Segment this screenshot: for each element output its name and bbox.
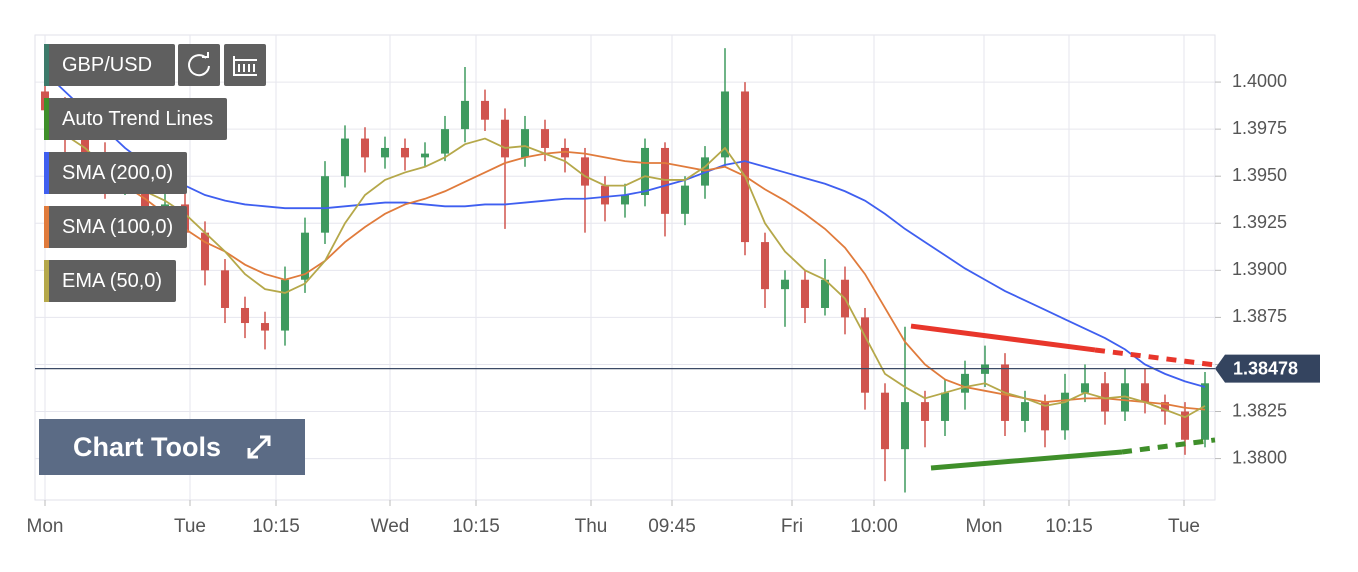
trend-line [930,449,1123,471]
candle-body [601,185,609,205]
candle-body [961,373,969,393]
y-tick-label: 1.3900 [1232,259,1287,279]
ma-line [44,71,1206,388]
candle-body [1021,402,1029,421]
candle-body [141,176,149,214]
x-tick-label: 09:45 [648,516,696,537]
candle-body [1041,402,1049,431]
candle-body [421,153,429,158]
candle-body [661,147,669,214]
candle-body [621,195,629,205]
y-tick-label: 1.4000 [1232,71,1287,91]
legend-label: Auto Trend Lines [62,108,214,130]
candle-body [801,279,809,308]
candle-body [1061,392,1069,431]
candle-body [441,129,449,154]
x-tick-label: 10:15 [252,516,300,537]
candle-body [941,392,949,421]
candle-body [721,91,729,158]
symbol-label: GBP/USD [62,54,153,76]
candle-body [261,323,269,331]
candle-body [641,147,649,196]
candle-body [321,176,329,233]
legend-item[interactable]: SMA (200,0) [44,152,188,194]
y-tick-label: 1.3975 [1232,118,1287,138]
candle-body [581,157,589,186]
legend-label: SMA (200,0) [62,162,174,184]
chart-type-button[interactable] [224,44,266,86]
x-tick-label: 10:15 [452,516,500,537]
candle-body [881,392,889,450]
candle-body [201,232,209,271]
legend-label: SMA (100,0) [62,216,174,238]
candle-body [1161,402,1169,412]
candle-body [341,138,349,177]
y-tick-label: 1.3800 [1232,447,1287,467]
chart-tools-label: Chart Tools [73,432,221,462]
x-tick-label: Wed [371,516,410,537]
chart-tools-button[interactable]: Chart Tools [39,419,305,475]
candle-body [281,279,289,331]
symbol-button[interactable]: GBP/USD [44,44,175,86]
y-tick-label: 1.3950 [1232,165,1287,185]
candle-body [1121,383,1129,412]
x-tick-label: Tue [1168,516,1200,537]
candle-body [541,129,549,148]
x-tick-label: Fri [781,516,803,537]
candle-body [561,147,569,158]
refresh-button[interactable] [178,44,220,86]
candle-body [241,307,249,324]
ma-line [44,150,1206,411]
plot-frame [34,34,1216,501]
y-tick-label: 1.3875 [1232,306,1287,326]
trend-line [1121,437,1216,455]
x-tick-label: Mon [27,516,64,537]
candle-body [781,279,789,290]
legend-item[interactable]: EMA (50,0) [44,260,177,302]
legend-label: EMA (50,0) [62,270,163,292]
candle-body [741,91,749,243]
candle-body [361,138,369,158]
candle-body [301,232,309,280]
trend-line [1094,347,1216,368]
candle-body [1101,383,1109,412]
candle-body [821,279,829,308]
candle-body [1141,383,1149,403]
candle-body [401,147,409,158]
last-price-label: 1.38478 [1233,358,1298,378]
y-tick-label: 1.3925 [1232,212,1287,232]
x-tick-label: Mon [966,516,1003,537]
x-tick-label: Tue [174,516,206,537]
candle-body [1181,411,1189,440]
candle-body [381,147,389,158]
legend-item[interactable]: Auto Trend Lines [44,98,228,140]
x-tick-label: 10:00 [850,516,898,537]
candle-body [481,100,489,120]
candle-body [501,119,509,158]
legend-item[interactable]: SMA (100,0) [44,206,188,248]
last-price-box [1215,354,1320,383]
candle-body [761,242,769,290]
candle-body [221,270,229,308]
candle-body [901,402,909,450]
candle-body [521,129,529,158]
trend-line [910,323,1096,353]
candle-body [1081,383,1089,393]
x-tick-label: Thu [575,516,608,537]
candle-body [861,317,869,393]
candle-body [921,402,929,421]
ma-line [44,128,1206,419]
x-tick-label: 10:15 [1045,516,1093,537]
candle-body [461,100,469,130]
y-tick-label: 1.3825 [1232,400,1287,420]
candle-body [1201,383,1209,440]
candle-body [681,185,689,214]
